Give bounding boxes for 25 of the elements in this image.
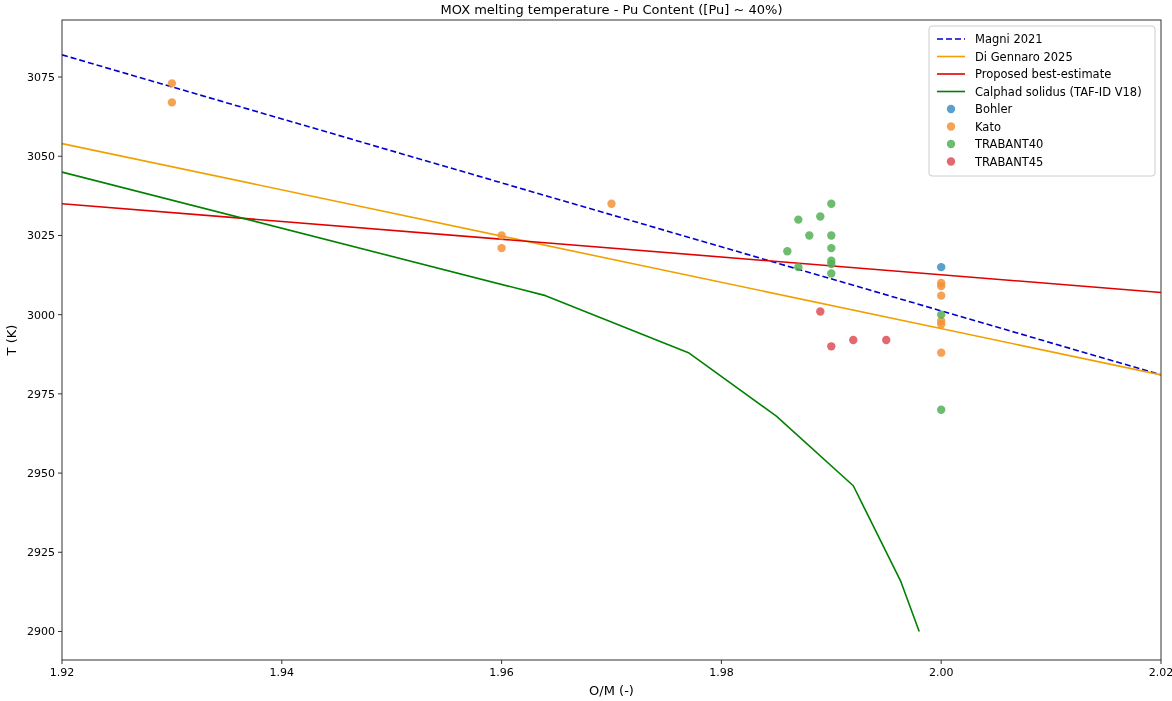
chart-title: MOX melting temperature - Pu Content ([Pu] ~ 40%) bbox=[440, 2, 783, 17]
legend-label: TRABANT40 bbox=[974, 137, 1044, 151]
y-tick-label: 2900 bbox=[27, 625, 55, 639]
y-axis-title: T (K) bbox=[4, 324, 19, 357]
legend-label: Kato bbox=[975, 119, 1001, 134]
x-tick-label: 2.02 bbox=[1148, 666, 1172, 679]
y-tick-label: 3050 bbox=[27, 150, 55, 164]
legend-label: Proposed best-estimate bbox=[975, 67, 1112, 81]
x-tick-label: 1.98 bbox=[709, 666, 734, 679]
legend-label: Bohler bbox=[975, 102, 1013, 116]
legend-label: Calphad solidus (TAF-ID V18) bbox=[975, 84, 1142, 99]
legend-label: TRABANT45 bbox=[974, 154, 1044, 169]
y-tick-label: 3025 bbox=[27, 229, 55, 243]
legend-label: Magni 2021 bbox=[975, 32, 1043, 46]
x-axis-title: O/M (-) bbox=[589, 683, 634, 698]
y-tick-label: 3000 bbox=[27, 308, 55, 322]
y-tick-label: 2975 bbox=[27, 387, 55, 401]
x-tick-label: 1.92 bbox=[49, 666, 75, 679]
y-tick-label: 3075 bbox=[27, 71, 55, 85]
legend-label: Di Gennaro 2025 bbox=[975, 49, 1073, 64]
y-tick-label: 2925 bbox=[27, 546, 55, 560]
y-tick-label: 2950 bbox=[27, 467, 55, 481]
x-tick-label: 1.94 bbox=[269, 666, 295, 679]
x-tick-label: 1.96 bbox=[489, 666, 514, 679]
x-tick-label: 2.00 bbox=[928, 666, 954, 679]
